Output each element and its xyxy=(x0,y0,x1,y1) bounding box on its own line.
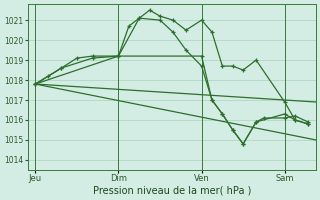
X-axis label: Pression niveau de la mer( hPa ): Pression niveau de la mer( hPa ) xyxy=(92,186,251,196)
